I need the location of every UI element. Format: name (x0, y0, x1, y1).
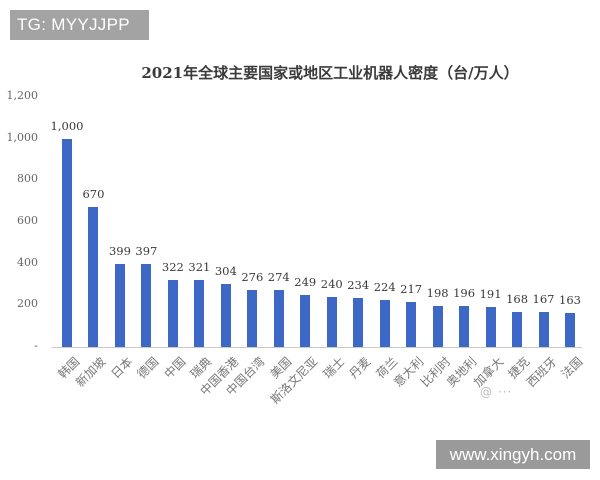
bar (406, 301, 417, 347)
bar (273, 289, 284, 347)
faint-watermark: @ ··· (480, 385, 513, 399)
bar-value-label: 321 (188, 260, 211, 275)
bar-value-label: 1,000 (50, 118, 84, 133)
bar (379, 300, 390, 347)
y-tick-label: 1,200 (6, 89, 39, 102)
x-category-label: 中国 (161, 354, 189, 382)
bar (220, 283, 231, 347)
bar-value-label: 196 (453, 286, 476, 301)
bar (538, 312, 549, 347)
chart-title: 2021年全球主要国家或地区工业机器人密度（台/万人） (141, 64, 519, 82)
y-tick-label: 1,000 (6, 130, 39, 144)
bar (194, 280, 205, 347)
bar (300, 295, 311, 347)
y-tick-label: 800 (17, 172, 38, 186)
x-category-label: 法国 (558, 354, 586, 382)
bar-value-label: 399 (108, 243, 131, 258)
bar-value-label: 224 (373, 280, 396, 295)
bar-value-label: 168 (506, 292, 529, 306)
bar-value-label: 234 (347, 278, 370, 293)
bar-value-label: 249 (294, 275, 317, 290)
bar (141, 264, 152, 347)
x-category-label: 西班牙 (523, 354, 559, 390)
bar-value-label: 276 (241, 269, 264, 284)
bar-value-label: 670 (82, 187, 105, 202)
bar (565, 313, 575, 347)
x-category-label: 日本 (108, 354, 136, 382)
bar (353, 298, 364, 347)
y-tick-label: - (34, 339, 38, 352)
x-axis-baseline (52, 347, 582, 348)
x-category-label: 瑞士 (320, 354, 348, 382)
bar-value-label: 167 (532, 292, 555, 307)
bar (167, 279, 178, 347)
bar (62, 138, 72, 347)
bar-value-label: 191 (479, 287, 502, 302)
bar-value-label: 322 (161, 259, 184, 274)
tg-watermark-badge: TG: MYYJJPP (10, 10, 149, 40)
bar-value-label: 163 (559, 293, 581, 308)
bar (512, 312, 523, 347)
bar-value-label: 397 (135, 244, 158, 259)
bar (247, 289, 258, 347)
bar-value-label: 198 (426, 285, 449, 300)
bar (326, 297, 337, 347)
bar-value-label: 217 (400, 281, 423, 296)
bar-value-label: 304 (214, 263, 237, 278)
bar-value-label: 274 (267, 269, 290, 284)
site-watermark-badge: www.xingyh.com (436, 440, 590, 469)
bar-value-label: 240 (320, 277, 343, 291)
bar (485, 307, 496, 347)
y-tick-label: 600 (17, 214, 38, 227)
x-category-label: 丹麦 (346, 354, 374, 382)
y-tick-label: 200 (17, 297, 38, 311)
x-category-label: 德国 (134, 354, 162, 382)
y-tick-label: 400 (17, 255, 38, 269)
bar (459, 306, 470, 347)
bar (114, 263, 125, 347)
x-category-label: 新加坡 (73, 354, 109, 390)
bar (432, 305, 443, 347)
bar (88, 207, 99, 347)
